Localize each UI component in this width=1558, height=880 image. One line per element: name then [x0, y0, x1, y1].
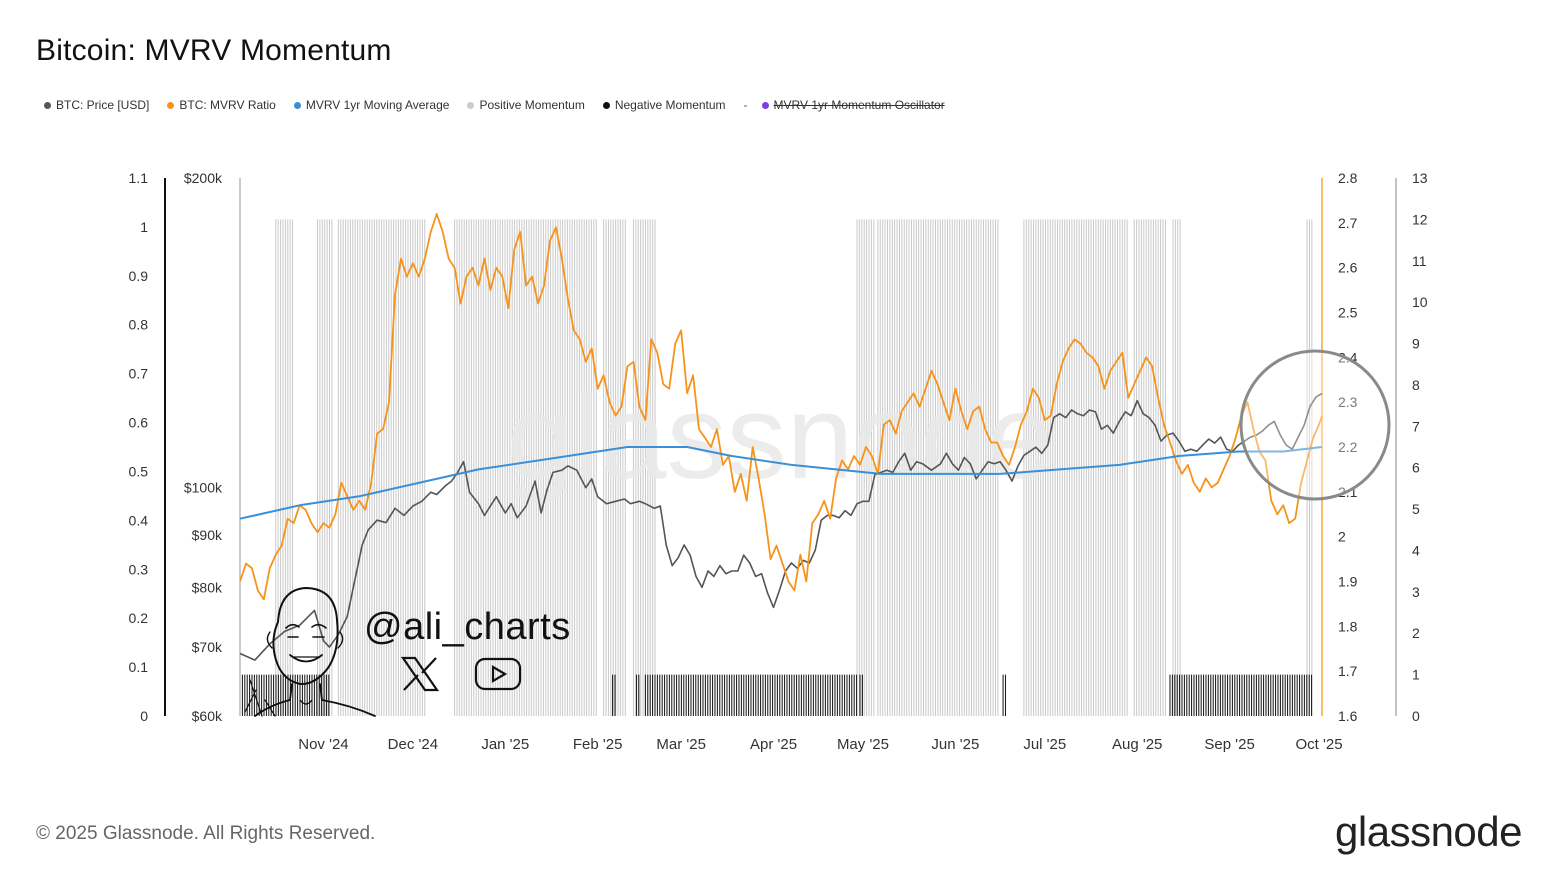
avatar-stroke — [299, 699, 313, 705]
momentum-tick-label: 7 — [1412, 418, 1420, 434]
oscillator-tick-label: 0.8 — [129, 317, 149, 333]
avatar-stroke — [285, 623, 327, 629]
series-line-btc-mvrv-ratio — [239, 213, 1323, 601]
mvrv-tick-label: 1.7 — [1338, 663, 1358, 679]
mvrv-tick-label: 1.9 — [1338, 574, 1358, 590]
momentum-tick-label: 9 — [1412, 336, 1420, 352]
mvrv-tick-label: 1.8 — [1338, 618, 1358, 634]
legend-item[interactable]: BTC: Price [USD] — [44, 98, 149, 112]
momentum-tick-label: 6 — [1412, 460, 1420, 476]
avatar-stroke — [244, 679, 276, 717]
legend-item[interactable]: Positive Momentum — [467, 98, 585, 112]
mvrv-tick-label: 2.2 — [1338, 439, 1358, 455]
oscillator-tick-label: 1 — [140, 219, 148, 235]
legend-label: Positive Momentum — [479, 98, 585, 112]
momentum-tick-label: 13 — [1412, 170, 1428, 186]
avatar — [244, 586, 376, 717]
legend-item[interactable]: BTC: MVRV Ratio — [167, 98, 276, 112]
oscillator-tick-label: 0.1 — [129, 659, 149, 675]
price-tick-label: $80k — [192, 579, 223, 595]
x-tick-label: Jun '25 — [931, 736, 979, 753]
momentum-tick-label: 10 — [1412, 294, 1428, 310]
price-tick-label: $90k — [192, 527, 223, 543]
mvrv-tick-label: 2.3 — [1338, 394, 1358, 410]
x-tick-label: Feb '25 — [573, 736, 623, 753]
avatar-stroke — [272, 586, 339, 686]
brand-logo: glassnode — [1335, 808, 1522, 855]
x-tick-label: May '25 — [837, 736, 889, 753]
x-tick-label: Mar '25 — [656, 736, 706, 753]
price-tick-label: $60k — [192, 708, 223, 724]
momentum-tick-label: 12 — [1412, 211, 1428, 227]
oscillator-tick-label: 1.1 — [129, 170, 149, 186]
social-icons — [400, 656, 522, 692]
momentum-tick-label: 3 — [1412, 584, 1420, 600]
x-tick-label: Dec '24 — [388, 736, 438, 753]
momentum-tick-label: 1 — [1412, 667, 1420, 683]
legend-label: MVRV 1yr Momentum Oscillator — [773, 98, 945, 112]
legend-dot-icon — [467, 101, 475, 109]
legend-dot-icon — [602, 101, 610, 109]
legend-label: BTC: Price [USD] — [56, 98, 150, 112]
oscillator-tick-label: 0.2 — [129, 610, 149, 626]
legend: BTC: Price [USD] BTC: MVRV Ratio MVRV 1yr … — [44, 98, 945, 112]
price-tick-label: $70k — [192, 639, 223, 655]
legend-dot-icon — [761, 101, 769, 109]
price-tick-label: $100k — [184, 480, 223, 496]
series-line-mvrv-1yr-moving-average — [239, 446, 1323, 520]
x-tick-label: Nov '24 — [298, 736, 348, 753]
x-tick-label: Sep '25 — [1204, 736, 1254, 753]
youtube-icon — [474, 657, 522, 691]
avatar-stroke — [266, 631, 344, 649]
legend-item[interactable]: Negative Momentum — [602, 98, 726, 112]
mvrv-tick-label: 2.7 — [1338, 215, 1358, 231]
highlight-circle — [1239, 349, 1391, 501]
legend-item[interactable]: MVRV 1yr Momentum Oscillator — [761, 98, 945, 112]
mvrv-tick-label: 2.6 — [1338, 260, 1358, 276]
watermark-handle: @ali_charts — [364, 606, 571, 648]
legend-dot-icon — [167, 101, 175, 109]
legend-label: Negative Momentum — [614, 98, 726, 112]
avatar-stroke — [254, 683, 376, 717]
oscillator-tick-label: 0 — [140, 708, 148, 724]
mvrv-tick-label: 2 — [1338, 529, 1346, 545]
oscillator-tick-label: 0.6 — [129, 415, 149, 431]
legend-item[interactable]: MVRV 1yr Moving Average — [293, 98, 450, 112]
legend-separator: - — [743, 98, 748, 112]
oscillator-tick-label: 0.5 — [129, 463, 149, 479]
legend-label: MVRV 1yr Moving Average — [305, 98, 450, 112]
x-logo-icon — [400, 656, 440, 692]
x-tick-label: Oct '25 — [1295, 736, 1342, 753]
momentum-tick-label: 5 — [1412, 501, 1420, 517]
momentum-tick-label: 4 — [1412, 542, 1420, 558]
momentum-tick-label: 2 — [1412, 625, 1420, 641]
chart-title: Bitcoin: MVRV Momentum — [36, 34, 392, 67]
oscillator-tick-label: 0.7 — [129, 366, 149, 382]
mvrv-tick-label: 2.5 — [1338, 305, 1358, 321]
x-tick-label: Jan '25 — [481, 736, 529, 753]
momentum-tick-label: 11 — [1412, 253, 1427, 269]
copyright: © 2025 Glassnode. All Rights Reserved. — [36, 823, 376, 844]
momentum-tick-label: 8 — [1412, 377, 1420, 393]
series-line-btc-price-usd- — [239, 392, 1323, 661]
oscillator-tick-label: 0.3 — [129, 561, 149, 577]
x-tick-label: Apr '25 — [750, 736, 797, 753]
oscillator-tick-label: 0.4 — [129, 512, 149, 528]
oscillator-tick-label: 0.9 — [129, 268, 149, 284]
mvrv-tick-label: 1.6 — [1338, 708, 1358, 724]
x-tick-label: Aug '25 — [1112, 736, 1162, 753]
watermark-text: glassnode — [506, 370, 1053, 504]
price-tick-label: $200k — [184, 170, 223, 186]
legend-dot-icon — [44, 101, 51, 109]
mvrv-tick-label: 2.8 — [1338, 170, 1358, 186]
momentum-tick-label: 0 — [1412, 708, 1420, 724]
legend-dot-icon — [293, 101, 301, 109]
x-tick-label: Jul '25 — [1023, 736, 1066, 753]
legend-label: BTC: MVRV Ratio — [179, 98, 276, 112]
